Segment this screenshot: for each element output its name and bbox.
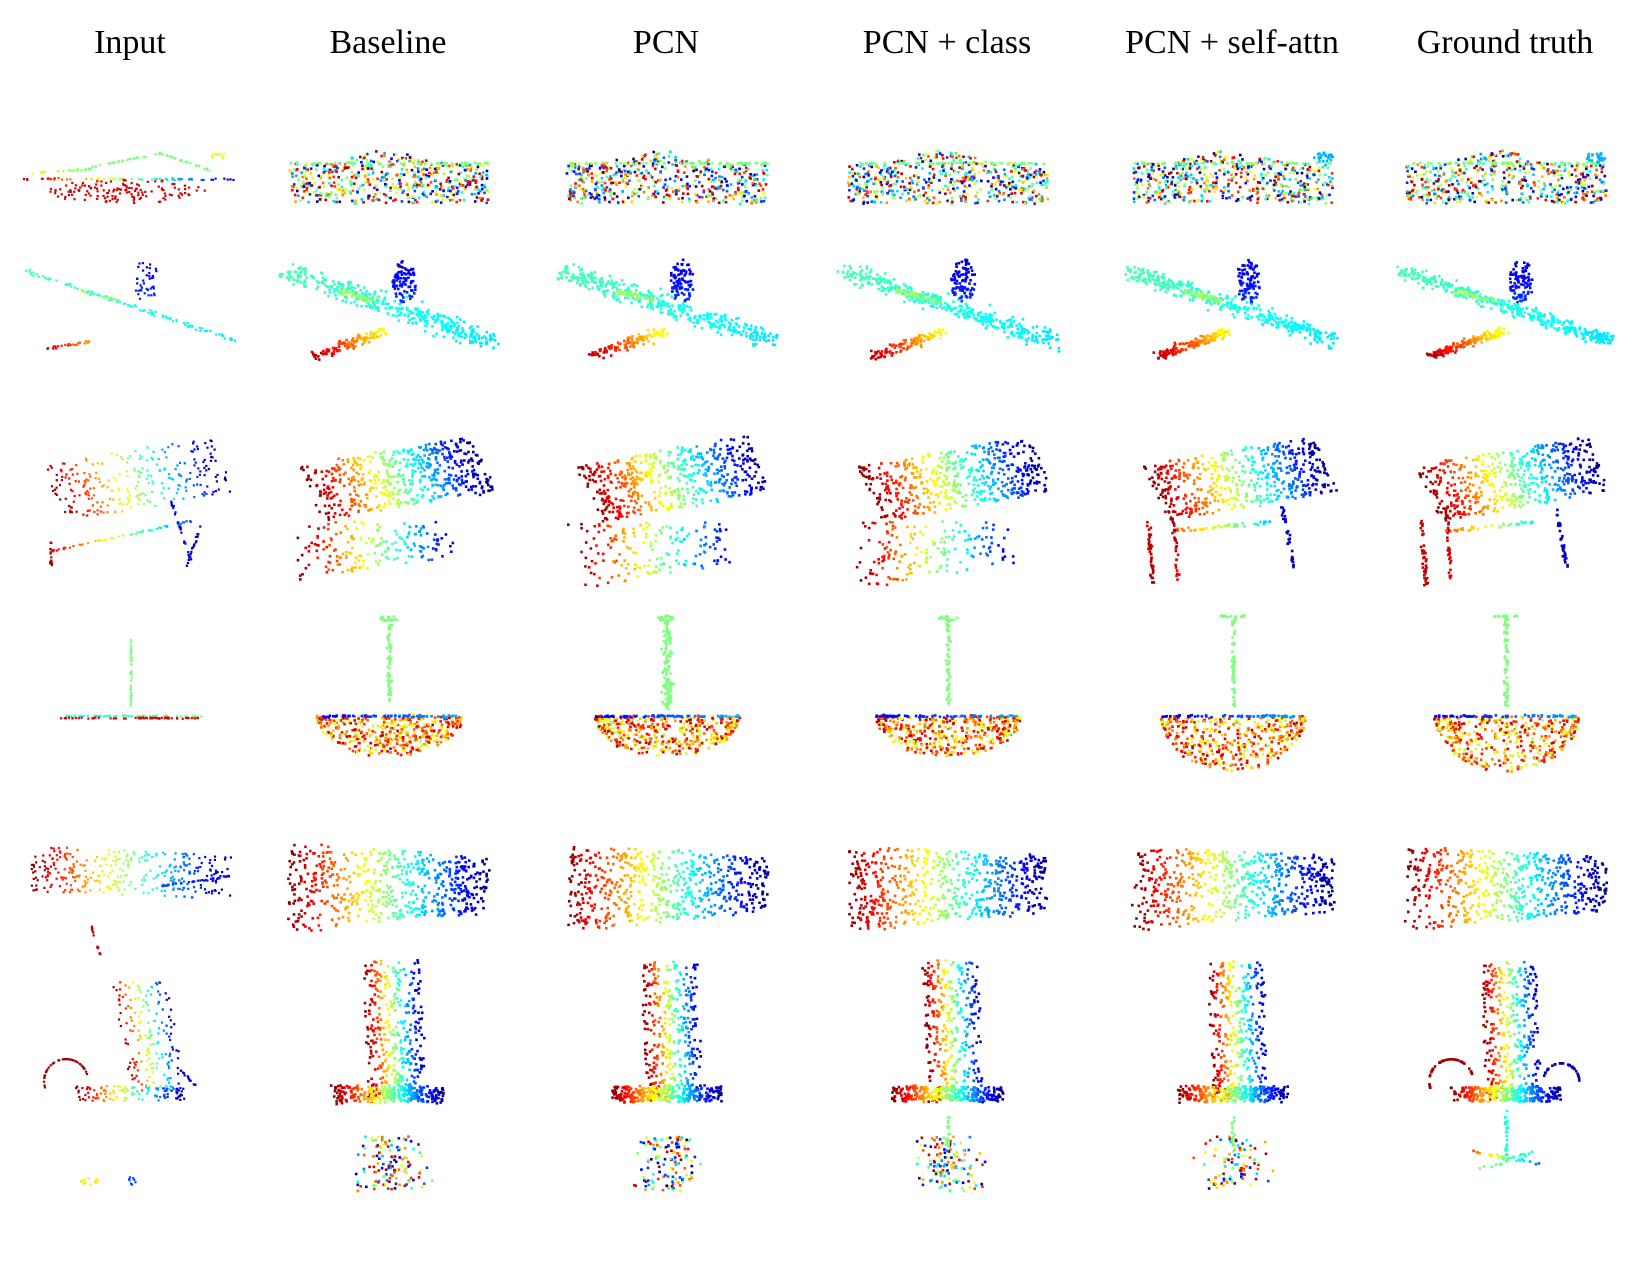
point-cloud-sofa-pcn xyxy=(567,846,770,930)
point-cloud-table-pcn_selfattn xyxy=(1143,437,1338,584)
point-cloud-table-input xyxy=(47,439,231,567)
point-cloud-car-input xyxy=(22,152,235,205)
column-title-input: Input xyxy=(0,24,266,62)
point-cloud-car-gt xyxy=(1405,149,1608,205)
point-cloud-airplane-pcn xyxy=(556,258,779,360)
column-title-pcn: PCN xyxy=(530,24,802,62)
point-cloud-car-pcn_selfattn xyxy=(1132,150,1335,206)
point-cloud-chair-pcn_selfattn xyxy=(1176,960,1290,1190)
point-cloud-sofa-pcn_selfattn xyxy=(1131,848,1336,931)
point-cloud-table-baseline xyxy=(296,437,494,581)
point-cloud-chair-input xyxy=(43,981,197,1186)
point-cloud-table-pcn_class xyxy=(855,439,1048,587)
point-cloud-chair-baseline xyxy=(329,959,445,1193)
point-cloud-chair-pcn_class xyxy=(890,959,1005,1193)
point-cloud-lamp-pcn_selfattn xyxy=(1159,614,1307,773)
column-header-row: Input Baseline PCN PCN + class PCN + sel… xyxy=(0,0,1634,100)
point-cloud-table-gt xyxy=(1418,437,1606,587)
point-cloud-chair-gt xyxy=(1428,960,1581,1170)
point-cloud-airplane-gt xyxy=(1396,261,1615,359)
point-cloud-car-pcn_class xyxy=(846,149,1050,205)
point-cloud-airplane-pcn_selfattn xyxy=(1124,258,1339,360)
point-cloud-chair-pcn xyxy=(611,960,723,1193)
column-title-baseline: Baseline xyxy=(252,24,524,62)
point-cloud-airplane-baseline xyxy=(278,260,500,361)
point-cloud-car-pcn xyxy=(565,150,769,206)
column-title-pcn-class: PCN + class xyxy=(811,24,1083,62)
point-cloud-sofa-gt xyxy=(1403,847,1608,930)
column-title-ground-truth: Ground truth xyxy=(1369,24,1634,62)
point-cloud-sofa-input xyxy=(30,846,232,956)
point-cloud-lamp-pcn_class xyxy=(875,615,1022,757)
point-cloud-table-pcn xyxy=(567,435,767,587)
point-cloud-sofa-baseline xyxy=(287,843,491,932)
point-cloud-lamp-input xyxy=(60,638,203,720)
point-cloud-lamp-baseline xyxy=(315,615,463,757)
point-cloud-lamp-pcn xyxy=(593,614,742,757)
column-title-pcn-self-attn: PCN + self-attn xyxy=(1096,24,1368,62)
point-cloud-car-baseline xyxy=(288,150,490,205)
point-cloud-airplane-pcn_class xyxy=(836,258,1061,361)
point-cloud-lamp-gt xyxy=(1433,614,1580,773)
point-cloud-sofa-pcn_class xyxy=(848,847,1049,931)
point-cloud-airplane-input xyxy=(25,262,237,350)
